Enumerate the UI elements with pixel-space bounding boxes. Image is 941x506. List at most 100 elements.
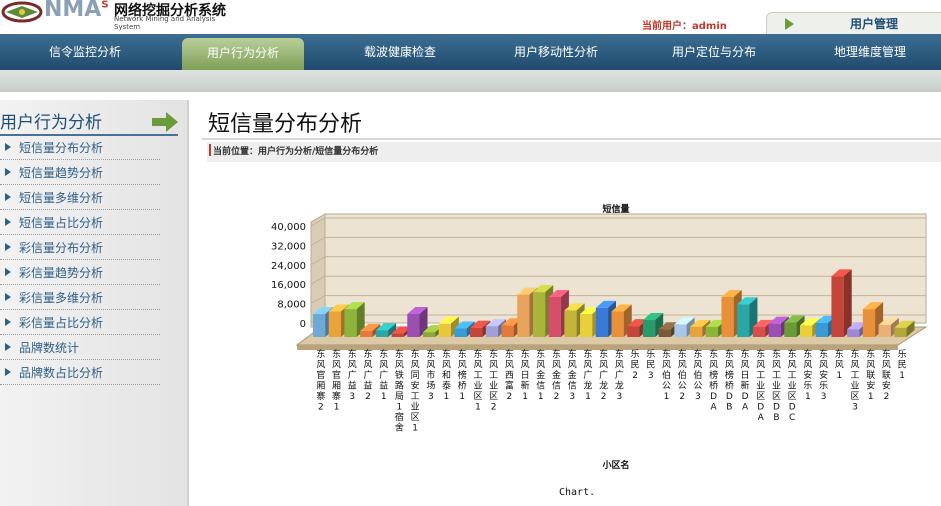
bar-top	[501, 318, 522, 326]
bar-top	[454, 321, 475, 329]
x-tick-label: 东风工业区 1	[473, 348, 482, 413]
bar-front	[454, 328, 467, 337]
bar-front	[847, 329, 860, 337]
bar-top	[784, 315, 805, 323]
x-tick-label: 东风金信 3	[568, 348, 577, 402]
triangle-right-icon	[5, 218, 11, 226]
bar-top	[564, 303, 585, 311]
breadcrumb: 当前位置：用户行为分析/短信量分布分析	[213, 147, 379, 157]
bar-top	[407, 306, 428, 314]
bar-front	[831, 276, 844, 337]
x-tick-label: 东风西富 2	[505, 348, 514, 402]
current-user-label: 当前用户：admin	[642, 21, 727, 32]
bar-front	[438, 323, 451, 337]
x-tick-label: 东风安乐 1	[803, 348, 812, 402]
bar-front	[642, 320, 656, 337]
bar-top	[391, 326, 412, 334]
bar-side	[843, 269, 852, 337]
x-tick-label: 东风广龙 3	[615, 348, 624, 402]
x-tick-label: 东风榜桥 1	[458, 348, 467, 402]
arrow-right-icon	[785, 18, 794, 30]
sidebar-item-mms-distribution[interactable]: 彩信量分布分析	[0, 235, 160, 260]
triangle-right-icon	[5, 268, 11, 276]
bar-front	[532, 292, 546, 337]
bar-top	[768, 316, 789, 324]
sidebar: 用户行为分析 短信量分布分析 短信量趋势分析 短信量多维分析 短信量占比分析 彩…	[0, 100, 189, 506]
bar-top	[344, 302, 365, 310]
nav-item-user-location[interactable]: 用户定位与分布	[671, 45, 756, 59]
x-tick-label: 东风榜桥 D B	[725, 348, 734, 413]
nav-item-user-mobility[interactable]: 用户移动性分析	[513, 45, 598, 59]
sub-nav-bar	[0, 70, 941, 92]
bar-front	[894, 327, 907, 337]
bar-top	[721, 289, 742, 297]
sidebar-item-mms-multidim[interactable]: 彩信量多维分析	[0, 285, 160, 310]
y-tick-label: 40,000	[271, 222, 306, 233]
bar-top	[611, 304, 632, 312]
bar-front	[705, 326, 719, 337]
chart-y-axis: 40,000 32,000 24,000 16,000 8,000 0	[271, 222, 306, 330]
bar-front	[375, 330, 389, 337]
bar-front	[737, 304, 750, 337]
x-tick-label: 乐民 1	[898, 348, 907, 381]
user-manage-label: 用户管理	[850, 17, 899, 31]
y-tick-label: 16,000	[271, 280, 306, 291]
sidebar-item-mms-trend[interactable]: 彩信量趋势分析	[0, 260, 160, 285]
bar-side	[906, 320, 915, 337]
bar	[438, 316, 459, 337]
bar-side	[388, 323, 397, 337]
bar	[344, 302, 365, 337]
arrow-right-icon	[152, 112, 178, 132]
nav-item-user-behavior[interactable]: 用户行为分析	[182, 38, 304, 70]
sidebar-item-sms-multidim[interactable]: 短信量多维分析	[0, 185, 160, 210]
gridline-side	[310, 256, 326, 266]
sidebar-item-label: 彩信量分布分析	[19, 241, 104, 255]
x-tick-label: 东风 1	[835, 348, 844, 381]
x-tick-label: 东风联安 2	[882, 348, 891, 402]
y-tick-label: 32,000	[271, 241, 306, 252]
bar-top	[737, 297, 758, 305]
sidebar-item-sms-share[interactable]: 短信量占比分析	[0, 210, 160, 235]
bar-front	[313, 313, 326, 337]
triangle-right-icon	[5, 243, 11, 251]
y-tick-label: 8,000	[277, 300, 306, 311]
sidebar-item-label: 品牌数统计	[19, 341, 80, 355]
sidebar-item-brand-count[interactable]: 品牌数统计	[0, 335, 160, 360]
x-tick-label: 乐民 3	[646, 348, 655, 381]
x-tick-label: 东风伯公 2	[678, 348, 687, 402]
bar-top	[422, 325, 444, 333]
sidebar-item-mms-share[interactable]: 彩信量占比分析	[0, 310, 160, 335]
nav-item-carrier-health[interactable]: 载波健康检查	[363, 45, 436, 59]
bar-front	[815, 322, 828, 337]
bar-top	[894, 320, 915, 328]
breadcrumb-bar: 当前位置：用户行为分析/短信量分布分析	[207, 142, 941, 162]
x-tick-label: 东风铁路局 1 宿舍	[395, 348, 404, 434]
sidebar-title-divider	[0, 134, 178, 136]
sidebar-item-label: 短信量分布分析	[19, 141, 104, 155]
x-tick-label: 东风广益 2	[363, 348, 372, 402]
y-tick-label: 0	[300, 319, 306, 330]
x-tick-label: 东风榜桥 D A	[709, 348, 718, 413]
bar-front	[627, 326, 640, 337]
y-tick-label: 24,000	[271, 261, 306, 272]
nav-item-geo-dimension[interactable]: 地理维度管理	[833, 45, 906, 59]
sidebar-item-label: 短信量趋势分析	[19, 166, 104, 180]
sidebar-item-sms-trend[interactable]: 短信量趋势分析	[0, 160, 160, 185]
sidebar-item-label: 短信量多维分析	[19, 191, 104, 205]
sidebar-item-sms-distribution[interactable]: 短信量分布分析	[0, 135, 160, 160]
nav-item-signaling[interactable]: 信令监控分析	[48, 45, 121, 59]
x-tick-label: 东风工业区 3	[851, 348, 860, 413]
bar-top	[375, 323, 397, 331]
bar-front	[690, 326, 703, 337]
x-tick-label: 东风金信 1	[536, 348, 545, 402]
bar-top	[438, 316, 459, 324]
sidebar-item-brand-share[interactable]: 品牌数占比分析	[0, 360, 160, 385]
bar-front	[360, 330, 373, 337]
user-manage-tab[interactable]: 用户管理	[766, 12, 941, 35]
x-tick-label: 东风广益 1	[379, 348, 388, 402]
bar-top	[360, 323, 381, 331]
bar-front	[878, 324, 891, 337]
bar-top	[690, 319, 711, 327]
bar	[642, 313, 664, 337]
bar-top	[517, 287, 538, 295]
